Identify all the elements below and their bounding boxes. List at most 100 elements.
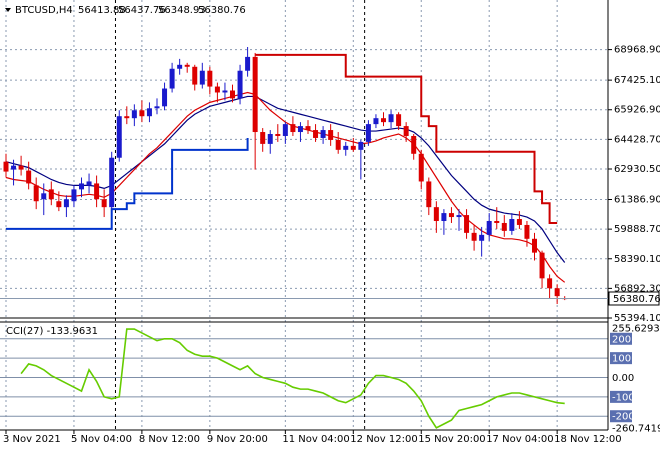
- candle-body: [471, 232, 477, 241]
- current-price-box: [608, 291, 660, 306]
- cci-tick-label: -100: [612, 392, 635, 403]
- candle-body: [169, 68, 175, 89]
- candles: [3, 47, 568, 305]
- candle-body: [18, 165, 24, 170]
- candle-body: [313, 130, 319, 138]
- candle-body: [41, 193, 47, 200]
- candle-body: [494, 221, 500, 223]
- cci-tick-label: 0.00: [612, 373, 634, 384]
- candle-body: [260, 132, 266, 144]
- cci-tick-label: 255.6293: [612, 324, 660, 335]
- candle-body: [79, 183, 84, 190]
- candle-body: [411, 135, 417, 154]
- indicator-overlays: [5, 53, 566, 283]
- candle-body: [267, 134, 273, 144]
- candle-body: [381, 118, 386, 123]
- candle-body: [433, 207, 439, 222]
- candle-body: [524, 224, 530, 239]
- time-tick-label: 8 Nov 12:00: [139, 434, 200, 445]
- candle-body: [343, 145, 349, 150]
- cci-tick-label: 100: [612, 354, 631, 365]
- overlay-line-2: [255, 53, 558, 224]
- price-tick-label: 68968.90: [614, 45, 660, 56]
- price-tick-label: 64428.70: [614, 134, 660, 145]
- price-tick-label: 61386.90: [614, 195, 660, 206]
- time-tick-label: 5 Nov 04:00: [71, 434, 132, 445]
- candle-body: [63, 199, 69, 208]
- candle-body: [441, 213, 447, 222]
- candle-body: [509, 219, 515, 231]
- dropdown-triangle-icon[interactable]: [5, 8, 11, 12]
- candle-body: [11, 165, 17, 170]
- time-axis: 3 Nov 2021 5 Nov 04:00 8 Nov 12:00 9 Nov 20…: [3, 430, 622, 445]
- cci-level-box: [610, 352, 632, 365]
- candle-body: [275, 134, 281, 136]
- candle-body: [154, 106, 160, 109]
- candle-body: [33, 185, 39, 202]
- candle-body: [282, 124, 288, 136]
- candle-body: [547, 278, 553, 289]
- candle-body: [335, 139, 341, 150]
- price-axis: 68968.90 67425.10 65926.90 64428.70 62930.50…: [608, 45, 660, 324]
- candle-body: [373, 118, 379, 125]
- price-tick-label: 58390.10: [614, 254, 660, 265]
- time-tick-label: 18 Nov 12:00: [554, 434, 621, 445]
- price-tick-label: 59888.70: [614, 224, 660, 235]
- candle-body: [501, 222, 507, 231]
- cci-tick-label: 200: [612, 334, 631, 345]
- price-tick-label: 56892.30: [614, 283, 660, 294]
- candle-body: [222, 90, 228, 93]
- candle-body: [456, 215, 462, 218]
- candle-body: [71, 189, 77, 202]
- candle-body: [516, 219, 522, 225]
- current-price-label: 56380.76: [613, 294, 660, 305]
- candle-body: [448, 213, 454, 218]
- candle-body: [479, 234, 485, 241]
- price-tick-label: 67425.10: [614, 75, 660, 86]
- candle-body: [162, 88, 168, 107]
- symbol-label: BTCUSD,H4: [15, 5, 73, 16]
- candle-body: [403, 126, 409, 136]
- cci-line: [20, 328, 565, 429]
- time-tick-label: 3 Nov 2021: [3, 434, 61, 445]
- price-tick-label: 65926.90: [614, 105, 660, 116]
- close-value: 56380.76: [198, 5, 246, 16]
- candle-body: [388, 114, 394, 123]
- low-value: 56348.93: [158, 5, 206, 16]
- cci-tick-label: -260.7419: [612, 424, 660, 435]
- cci-level-box: [610, 332, 632, 345]
- candle-body: [426, 181, 432, 208]
- price-tick-label: 55394.10: [614, 313, 660, 324]
- candle-body: [418, 153, 424, 182]
- candle-body: [320, 130, 326, 138]
- candle-body: [350, 145, 356, 150]
- candle-body: [207, 70, 213, 87]
- overlay-line-3: [6, 137, 249, 230]
- time-tick-label: 15 Nov 20:00: [418, 434, 485, 445]
- candle-body: [214, 86, 220, 93]
- candle-body: [94, 183, 100, 200]
- candle-body: [237, 70, 243, 99]
- candle-body: [116, 116, 122, 158]
- candle-body: [146, 108, 152, 117]
- candle-body: [3, 161, 9, 172]
- overlay-line-0: [5, 95, 566, 263]
- candle-body: [139, 110, 145, 117]
- candle-body: [486, 221, 492, 235]
- candle-body: [365, 124, 371, 142]
- candle-body: [464, 215, 470, 233]
- cci-level-box: [610, 410, 632, 423]
- candle-body: [56, 201, 62, 208]
- candle-body: [192, 66, 198, 85]
- candle-body: [358, 141, 364, 150]
- high-value: 56437.76: [118, 5, 166, 16]
- candle-body: [290, 124, 296, 133]
- candle-body: [124, 116, 130, 119]
- candle-body: [532, 238, 537, 253]
- candle-body: [297, 126, 303, 133]
- cci-tick-label: -200: [612, 412, 635, 423]
- time-tick-label: 17 Nov 04:00: [486, 434, 553, 445]
- time-tick-label: 9 Nov 20:00: [207, 434, 268, 445]
- candle-body: [101, 199, 107, 208]
- period-separators: [114, 0, 366, 430]
